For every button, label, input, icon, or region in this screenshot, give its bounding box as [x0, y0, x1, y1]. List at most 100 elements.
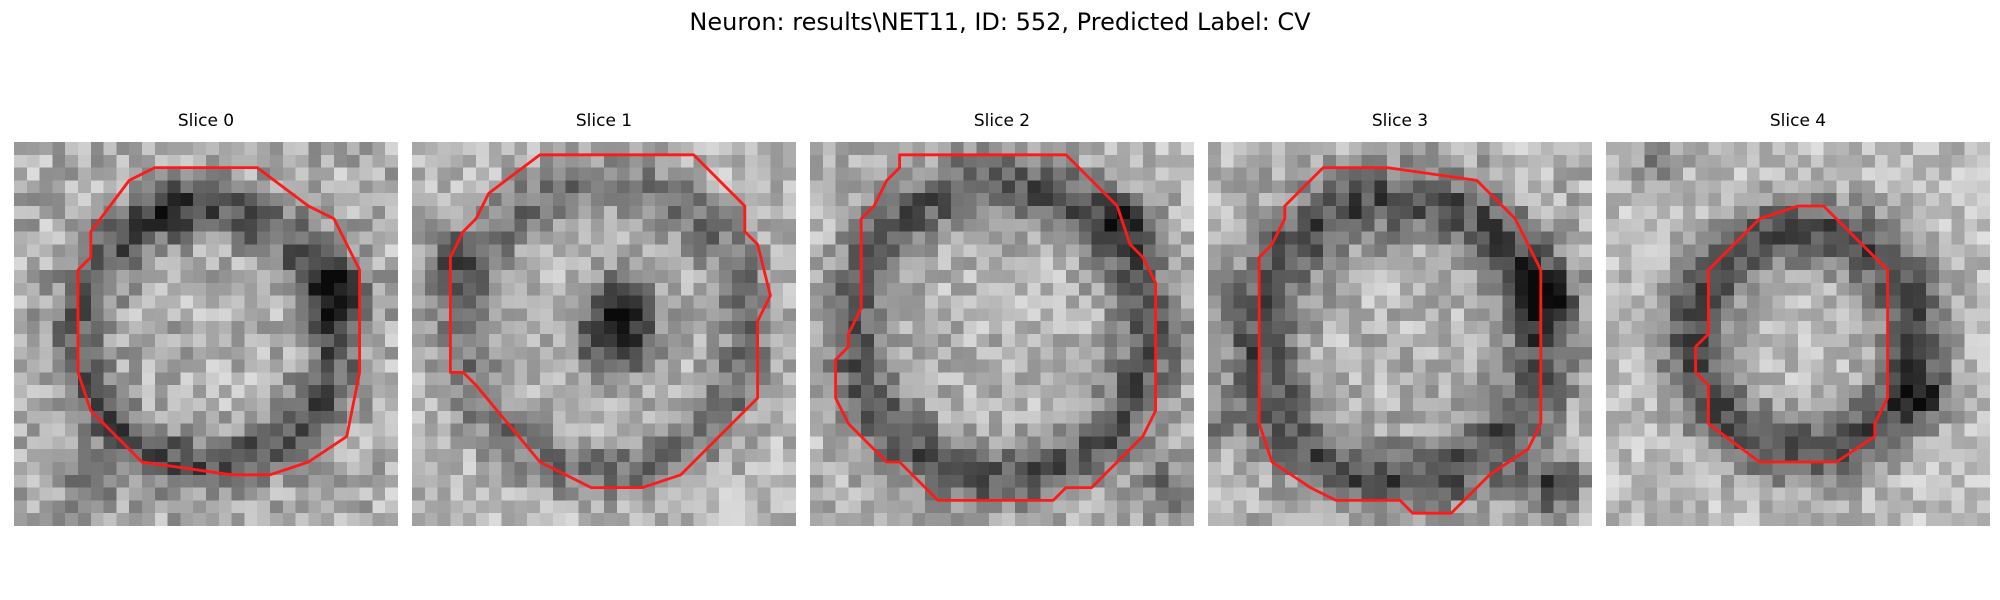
pixel: [1117, 385, 1131, 399]
pixel: [463, 359, 477, 373]
pixel: [1606, 308, 1620, 322]
pixel: [359, 308, 373, 322]
pixel: [668, 321, 682, 335]
pixel: [1810, 462, 1824, 476]
pixel: [1464, 218, 1478, 232]
pixel: [1412, 321, 1426, 335]
pixel: [1579, 270, 1592, 284]
pixel: [642, 372, 656, 386]
pixel: [1002, 218, 1016, 232]
pixel: [1746, 167, 1760, 181]
pixel: [39, 462, 53, 476]
pixel: [116, 154, 130, 168]
pixel: [604, 346, 618, 360]
pixel: [1785, 321, 1799, 335]
pixel: [257, 295, 271, 309]
pixel: [1644, 398, 1658, 412]
pixel: [1336, 334, 1350, 348]
pixel: [1104, 270, 1118, 284]
pixel: [1798, 270, 1812, 284]
pixel: [129, 244, 143, 258]
pixel-grid: [14, 142, 398, 526]
pixel: [1142, 180, 1156, 194]
pixel: [1336, 500, 1350, 514]
pixel: [1938, 295, 1952, 309]
pixel: [1155, 295, 1169, 309]
pixel: [950, 218, 964, 232]
pixel: [989, 308, 1003, 322]
pixel: [527, 359, 541, 373]
pixel: [424, 180, 438, 194]
pixel: [1361, 180, 1375, 194]
pixel: [180, 167, 194, 181]
pixel: [1553, 270, 1567, 284]
pixel: [835, 462, 849, 476]
pixel: [476, 474, 490, 488]
pixel: [1913, 398, 1927, 412]
pixel: [1836, 372, 1850, 386]
pixel: [1900, 321, 1914, 335]
pixel: [270, 334, 284, 348]
pixel: [1040, 385, 1054, 399]
pixel: [1425, 513, 1439, 526]
pixel: [886, 513, 900, 526]
pixel: [270, 308, 284, 322]
pixel: [1297, 244, 1311, 258]
slice-image: [14, 142, 398, 526]
pixel: [1734, 398, 1748, 412]
pixel: [78, 295, 92, 309]
pixel: [1810, 346, 1824, 360]
pixel: [193, 410, 207, 424]
pixel: [1682, 154, 1696, 168]
pixel: [52, 308, 66, 322]
pixel: [886, 193, 900, 207]
pixel: [282, 282, 296, 296]
pixel: [193, 193, 207, 207]
pixel: [899, 500, 913, 514]
pixel: [78, 321, 92, 335]
pixel: [1078, 308, 1092, 322]
pixel: [78, 270, 92, 284]
pixel: [39, 513, 53, 526]
pixel: [1695, 513, 1709, 526]
pixel: [1053, 449, 1067, 463]
pixel: [180, 474, 194, 488]
pixel: [488, 193, 502, 207]
pixel: [359, 487, 373, 501]
pixel: [1412, 500, 1426, 514]
pixel: [1014, 282, 1028, 296]
pixel: [1027, 500, 1041, 514]
pixel: [693, 487, 707, 501]
pixel: [1233, 282, 1247, 296]
pixel: [976, 308, 990, 322]
pixel: [680, 231, 694, 245]
pixel: [1310, 257, 1324, 271]
pixel: [1425, 474, 1439, 488]
pixel: [52, 500, 66, 514]
pixel: [1553, 231, 1567, 245]
pixel: [938, 308, 952, 322]
pixel: [1246, 231, 1260, 245]
pixel: [206, 270, 220, 284]
pixel: [1181, 410, 1194, 424]
pixel: [1130, 398, 1144, 412]
pixel: [810, 334, 824, 348]
pixel: [719, 385, 733, 399]
pixel: [1412, 372, 1426, 386]
pixel: [1823, 449, 1837, 463]
pixel: [1657, 295, 1671, 309]
pixel: [757, 513, 771, 526]
pixel: [1682, 423, 1696, 437]
pixel: [1208, 346, 1222, 360]
pixel: [1951, 193, 1965, 207]
pixel: [1759, 334, 1773, 348]
pixel: [976, 334, 990, 348]
pixel: [552, 231, 566, 245]
pixel: [744, 193, 758, 207]
pixel: [1002, 167, 1016, 181]
pixel: [1951, 270, 1965, 284]
pixel: [1644, 462, 1658, 476]
pixel: [1142, 474, 1156, 488]
pixel: [680, 385, 694, 399]
pixel: [39, 231, 53, 245]
